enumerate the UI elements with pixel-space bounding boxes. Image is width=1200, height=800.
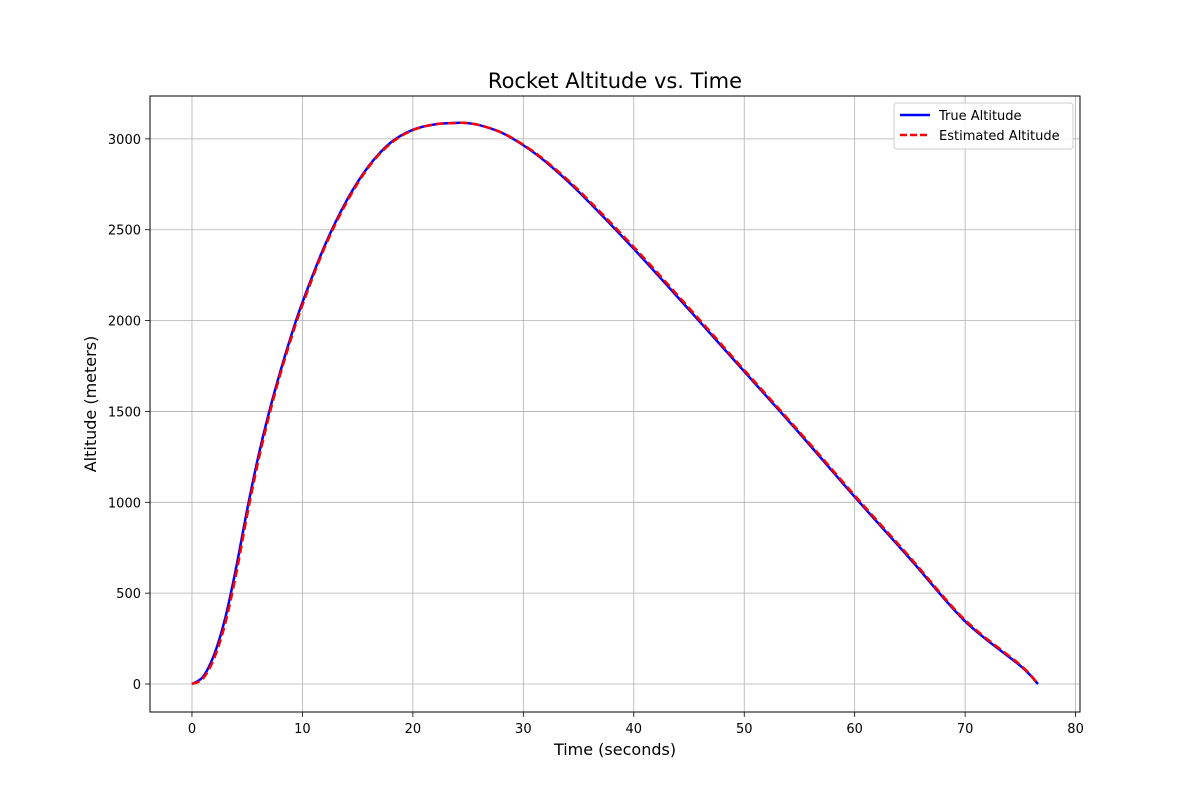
x-tick-label-60: 60 (846, 722, 863, 737)
x-tick-label-50: 50 (736, 722, 753, 737)
ticks: 0 10 20 30 40 50 60 70 80 0 500 1000 1500 2000 2500 300… (108, 133, 1084, 737)
legend: True Altitude Estimated Altitude (893, 102, 1074, 150)
series-group (191, 121, 1039, 686)
x-tick-label-40: 40 (626, 722, 643, 737)
y-tick-label-1000: 1000 (108, 496, 141, 511)
y-tick-label-500: 500 (116, 587, 141, 602)
y-tick-label-1500: 1500 (108, 405, 141, 420)
legend-label-true-altitude: True Altitude (938, 109, 1022, 124)
x-axis-label: Time (seconds) (553, 740, 676, 759)
series-line-estimated-altitude (191, 121, 1039, 686)
y-tick-label-3000: 3000 (108, 133, 141, 148)
plot-frame (149, 95, 1081, 713)
legend-label-estimated-altitude: Estimated Altitude (939, 129, 1060, 144)
x-tick-label-80: 80 (1067, 722, 1084, 737)
x-tick-label-20: 20 (405, 722, 422, 737)
y-axis-label: Altitude (meters) (81, 336, 100, 473)
x-tick-label-10: 10 (294, 722, 311, 737)
chart-title: Rocket Altitude vs. Time (488, 69, 742, 93)
x-tick-label-30: 30 (515, 722, 532, 737)
y-tick-label-0: 0 (133, 678, 141, 693)
y-tick-label-2500: 2500 (108, 224, 141, 239)
legend-box (893, 102, 1074, 150)
x-tick-label-0: 0 (188, 722, 196, 737)
x-tick-label-70: 70 (957, 722, 974, 737)
y-tick-label-2000: 2000 (108, 315, 141, 330)
